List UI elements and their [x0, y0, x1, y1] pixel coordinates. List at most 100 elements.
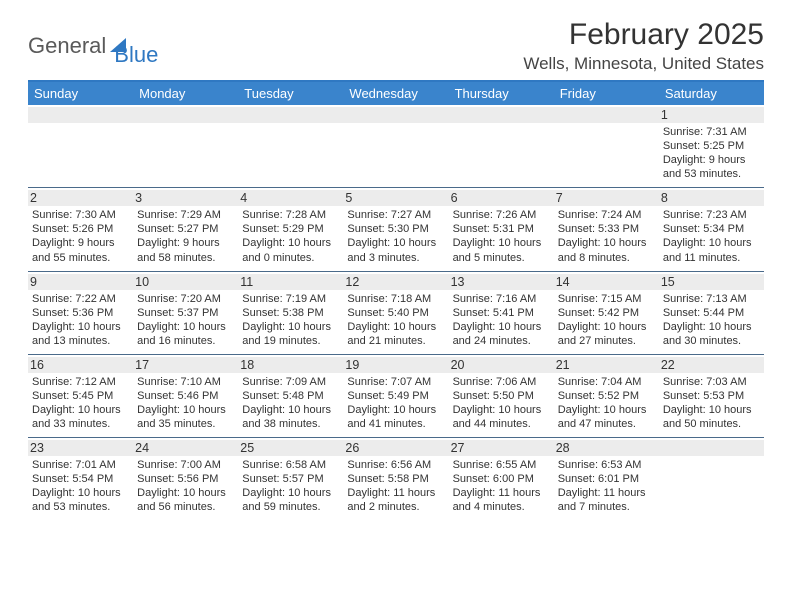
- day-info: Sunrise: 7:04 AMSunset: 5:52 PMDaylight:…: [558, 375, 655, 431]
- calendar-cell: 2Sunrise: 7:30 AMSunset: 5:26 PMDaylight…: [28, 187, 133, 270]
- sunrise-text: Sunrise: 7:20 AM: [137, 292, 234, 306]
- calendar-cell: 1Sunrise: 7:31 AMSunset: 5:25 PMDaylight…: [659, 105, 764, 187]
- sunset-text: Sunset: 5:31 PM: [453, 222, 550, 236]
- calendar-cell: 11Sunrise: 7:19 AMSunset: 5:38 PMDayligh…: [238, 271, 343, 354]
- day-cell: 20Sunrise: 7:06 AMSunset: 5:50 PMDayligh…: [449, 354, 554, 437]
- day-info: Sunrise: 7:26 AMSunset: 5:31 PMDaylight:…: [453, 208, 550, 264]
- day-info: Sunrise: 7:29 AMSunset: 5:27 PMDaylight:…: [137, 208, 234, 264]
- brand-text-1: General: [28, 33, 106, 59]
- day-cell: [28, 105, 133, 183]
- calendar-cell: [133, 105, 238, 187]
- calendar-cell: 21 Sunrise: 7:04 AMSunset: 5:52 PMDayligh…: [554, 354, 659, 437]
- sunset-text: Sunset: 5:36 PM: [32, 306, 129, 320]
- calendar-cell: 14Sunrise: 7:15 AMSunset: 5:42 PMDayligh…: [554, 271, 659, 354]
- daylight-text: Daylight: 10 hours and 11 minutes.: [663, 236, 760, 264]
- day-info: Sunrise: 7:19 AMSunset: 5:38 PMDaylight:…: [242, 292, 339, 348]
- sunset-text: Sunset: 5:45 PM: [32, 389, 129, 403]
- day-number: 18: [238, 357, 343, 373]
- calendar-cell: 12Sunrise: 7:18 AMSunset: 5:40 PMDayligh…: [343, 271, 448, 354]
- calendar-cell: 27Sunrise: 6:55 AMSunset: 6:00 PMDayligh…: [449, 437, 554, 520]
- day-number: 14: [554, 274, 659, 290]
- sunset-text: Sunset: 5:49 PM: [347, 389, 444, 403]
- day-info: Sunrise: 6:56 AMSunset: 5:58 PMDaylight:…: [347, 458, 444, 514]
- day-info: Sunrise: 7:12 AMSunset: 5:45 PMDaylight:…: [32, 375, 129, 431]
- day-cell: 6 Sunrise: 7:26 AMSunset: 5:31 PMDaylight…: [449, 187, 554, 270]
- calendar-cell: 9Sunrise: 7:22 AMSunset: 5:36 PMDaylight…: [28, 271, 133, 354]
- sunrise-text: Sunrise: 7:00 AM: [137, 458, 234, 472]
- calendar-cell: 13Sunrise: 7:16 AMSunset: 5:41 PMDayligh…: [449, 271, 554, 354]
- sunset-text: Sunset: 5:58 PM: [347, 472, 444, 486]
- sunrise-text: Sunrise: 7:22 AM: [32, 292, 129, 306]
- sunset-text: Sunset: 5:42 PM: [558, 306, 655, 320]
- sunrise-text: Sunrise: 6:55 AM: [453, 458, 550, 472]
- col-sunday: Sunday: [28, 82, 133, 105]
- day-cell: [133, 105, 238, 183]
- sunset-text: Sunset: 5:37 PM: [137, 306, 234, 320]
- page-header: General Blue February 2025 Wells, Minnes…: [28, 18, 764, 74]
- daylight-text: Daylight: 11 hours and 2 minutes.: [347, 486, 444, 514]
- col-saturday: Saturday: [659, 82, 764, 105]
- daylight-text: Daylight: 10 hours and 47 minutes.: [558, 403, 655, 431]
- day-number: 5: [343, 190, 448, 206]
- day-cell: 18 Sunrise: 7:09 AMSunset: 5:48 PMDayligh…: [238, 354, 343, 437]
- sunset-text: Sunset: 5:57 PM: [242, 472, 339, 486]
- col-monday: Monday: [133, 82, 238, 105]
- day-number: 28: [554, 440, 659, 456]
- day-cell: 21 Sunrise: 7:04 AMSunset: 5:52 PMDayligh…: [554, 354, 659, 437]
- daylight-text: Daylight: 10 hours and 35 minutes.: [137, 403, 234, 431]
- day-cell: 2Sunrise: 7:30 AMSunset: 5:26 PMDaylight…: [28, 187, 133, 270]
- daylight-text: Daylight: 11 hours and 4 minutes.: [453, 486, 550, 514]
- day-info: Sunrise: 6:53 AMSunset: 6:01 PMDaylight:…: [558, 458, 655, 514]
- day-number: 20: [449, 357, 554, 373]
- calendar-page: General Blue February 2025 Wells, Minnes…: [0, 0, 792, 521]
- day-info: Sunrise: 7:00 AMSunset: 5:56 PMDaylight:…: [137, 458, 234, 514]
- daylight-text: Daylight: 10 hours and 16 minutes.: [137, 320, 234, 348]
- sunset-text: Sunset: 5:29 PM: [242, 222, 339, 236]
- day-number: 24: [133, 440, 238, 456]
- sunrise-text: Sunrise: 7:28 AM: [242, 208, 339, 222]
- daylight-text: Daylight: 9 hours and 58 minutes.: [137, 236, 234, 264]
- calendar-cell: 17Sunrise: 7:10 AMSunset: 5:46 PMDayligh…: [133, 354, 238, 437]
- day-cell: 28 Sunrise: 6:53 AMSunset: 6:01 PMDayligh…: [554, 437, 659, 520]
- sunset-text: Sunset: 5:41 PM: [453, 306, 550, 320]
- day-number: [28, 107, 133, 123]
- calendar-cell: 7Sunrise: 7:24 AMSunset: 5:33 PMDaylight…: [554, 187, 659, 270]
- day-number: 19: [343, 357, 448, 373]
- sunset-text: Sunset: 5:30 PM: [347, 222, 444, 236]
- daylight-text: Daylight: 9 hours and 55 minutes.: [32, 236, 129, 264]
- day-number: 15: [659, 274, 764, 290]
- sunset-text: Sunset: 5:38 PM: [242, 306, 339, 320]
- day-number: [449, 107, 554, 123]
- day-info: Sunrise: 7:22 AMSunset: 5:36 PMDaylight:…: [32, 292, 129, 348]
- day-cell: [238, 105, 343, 183]
- calendar-cell: [238, 105, 343, 187]
- brand-logo: General Blue: [28, 24, 158, 68]
- calendar-cell: 16Sunrise: 7:12 AMSunset: 5:45 PMDayligh…: [28, 354, 133, 437]
- sunrise-text: Sunrise: 7:29 AM: [137, 208, 234, 222]
- day-info: Sunrise: 7:09 AMSunset: 5:48 PMDaylight:…: [242, 375, 339, 431]
- day-number: 6: [449, 190, 554, 206]
- day-cell: 26Sunrise: 6:56 AMSunset: 5:58 PMDayligh…: [343, 437, 448, 520]
- calendar-cell: 25Sunrise: 6:58 AMSunset: 5:57 PMDayligh…: [238, 437, 343, 520]
- location-text: Wells, Minnesota, United States: [523, 54, 764, 74]
- sunrise-text: Sunrise: 7:24 AM: [558, 208, 655, 222]
- day-info: Sunrise: 7:07 AMSunset: 5:49 PMDaylight:…: [347, 375, 444, 431]
- day-info: Sunrise: 7:27 AMSunset: 5:30 PMDaylight:…: [347, 208, 444, 264]
- title-block: February 2025 Wells, Minnesota, United S…: [523, 18, 764, 74]
- calendar-cell: [554, 105, 659, 187]
- day-info: Sunrise: 7:16 AMSunset: 5:41 PMDaylight:…: [453, 292, 550, 348]
- day-info: Sunrise: 6:58 AMSunset: 5:57 PMDaylight:…: [242, 458, 339, 514]
- daylight-text: Daylight: 10 hours and 19 minutes.: [242, 320, 339, 348]
- sunrise-text: Sunrise: 7:15 AM: [558, 292, 655, 306]
- day-number: 1: [659, 107, 764, 123]
- day-number: 21: [554, 357, 659, 373]
- calendar-week-row: 16Sunrise: 7:12 AMSunset: 5:45 PMDayligh…: [28, 354, 764, 437]
- day-cell: 8Sunrise: 7:23 AMSunset: 5:34 PMDaylight…: [659, 187, 764, 270]
- sunset-text: Sunset: 5:44 PM: [663, 306, 760, 320]
- day-cell: [659, 437, 764, 515]
- sunrise-text: Sunrise: 7:09 AM: [242, 375, 339, 389]
- calendar-cell: 5 Sunrise: 7:27 AMSunset: 5:30 PMDaylight…: [343, 187, 448, 270]
- daylight-text: Daylight: 10 hours and 50 minutes.: [663, 403, 760, 431]
- sunset-text: Sunset: 5:46 PM: [137, 389, 234, 403]
- sunset-text: Sunset: 5:33 PM: [558, 222, 655, 236]
